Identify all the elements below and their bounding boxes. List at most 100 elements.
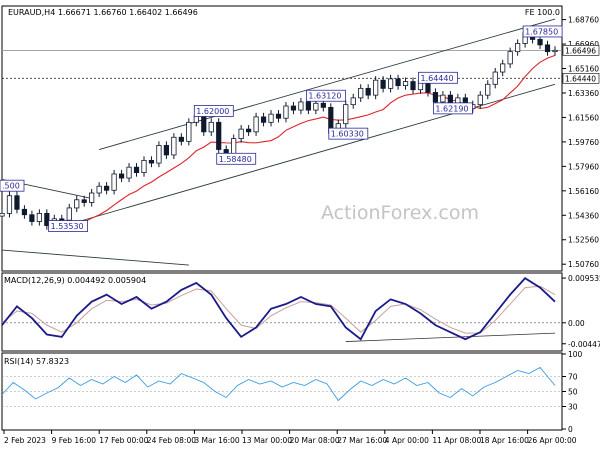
candle-body bbox=[208, 121, 214, 133]
channel-line bbox=[1, 249, 189, 266]
swing-label: 1.60330 bbox=[331, 130, 364, 139]
candle-body bbox=[395, 78, 401, 87]
candle-body bbox=[365, 87, 371, 96]
candle-body bbox=[350, 97, 356, 106]
price-y-tick-label: 1.65160 bbox=[568, 65, 599, 74]
candle-body bbox=[260, 116, 267, 123]
candle-body bbox=[343, 104, 349, 125]
candle-body bbox=[380, 79, 386, 89]
x-tick-label: 3 Mar 16:00 bbox=[194, 436, 240, 445]
candle-body bbox=[290, 105, 297, 111]
candle-body bbox=[163, 145, 170, 156]
swing-label: 1.62190 bbox=[435, 104, 468, 113]
rsi-panel: RSI(14) 57.8323 100 70 50 30 0 bbox=[1, 350, 583, 434]
candle-body bbox=[21, 208, 28, 216]
candle-body bbox=[29, 214, 35, 222]
swing-label-box bbox=[433, 102, 473, 115]
swing-label-box bbox=[305, 89, 346, 102]
price-marker-label: 1.64440 bbox=[565, 74, 596, 83]
x-tick-label: 18 Apr 16:00 bbox=[480, 436, 529, 445]
swing-label-box bbox=[216, 152, 257, 165]
swing-label-box bbox=[48, 220, 88, 232]
candle-body bbox=[373, 79, 379, 96]
candle-body bbox=[156, 145, 162, 164]
chart-title-ohlc: EURAUD,H4 1.66671 1.66760 1.66402 1.6649… bbox=[8, 8, 198, 17]
swing-labels: 1.67850 1.64440 1.62190 1.63120 1.60330 1.620… bbox=[0, 25, 563, 232]
price-y-tick-label: 1.68760 bbox=[568, 16, 599, 25]
candle-body bbox=[96, 185, 102, 194]
rsi-line bbox=[1, 366, 556, 402]
watermark: ActionForex.com bbox=[321, 202, 479, 224]
candle-body bbox=[201, 115, 207, 133]
candle-body bbox=[0, 212, 5, 217]
candle-body bbox=[66, 207, 72, 221]
macd-panel: MACD(12,26,9) 0.004492 0.005904 0.009535… bbox=[1, 272, 600, 352]
swing-label-box bbox=[193, 105, 234, 117]
macd-zero-line bbox=[2, 322, 562, 342]
candle-body bbox=[104, 185, 110, 191]
candle-body bbox=[59, 218, 65, 221]
candle-body bbox=[500, 63, 506, 73]
candle-body bbox=[485, 83, 491, 96]
macd-y-tick-label: 0.009535 bbox=[568, 274, 600, 283]
candle-body bbox=[36, 212, 42, 222]
candle-body bbox=[305, 101, 311, 111]
x-tick-label: 24 Feb 08:00 bbox=[147, 436, 196, 445]
macd-main-line bbox=[1, 277, 556, 341]
swing-label: 1.58480 bbox=[219, 155, 252, 164]
swing-label: 1.64440 bbox=[420, 74, 453, 83]
swing-label-box bbox=[0, 179, 25, 192]
swing-label: .500 bbox=[2, 182, 20, 191]
candle-body bbox=[477, 94, 483, 106]
price-y-tick-label: 1.63360 bbox=[568, 89, 599, 98]
candle-body bbox=[440, 94, 446, 103]
rsi-y-tick-label: 30 bbox=[568, 403, 578, 412]
macd-y-tick-label: 0.00 bbox=[568, 319, 585, 328]
rsi-y-axis: 100 70 50 30 0 bbox=[562, 350, 583, 434]
swing-label: 1.62000 bbox=[196, 107, 229, 116]
candle-body bbox=[283, 105, 289, 119]
candle-body bbox=[492, 71, 498, 85]
candle-body bbox=[515, 43, 521, 53]
price-panel-frame bbox=[1, 5, 563, 272]
price-y-axis: 1.68760 1.66960 1.65160 1.63360 1.61560 1.597… bbox=[562, 16, 599, 269]
x-tick-label: 13 Mar 00:00 bbox=[242, 436, 292, 445]
rsi-y-tick-label: 0 bbox=[568, 425, 573, 434]
candle-body bbox=[507, 51, 513, 65]
candle-body bbox=[358, 87, 364, 99]
x-tick-label: 26 Apr 00:00 bbox=[528, 436, 577, 445]
price-marker-box bbox=[562, 45, 600, 56]
candle-body bbox=[275, 113, 282, 119]
candle-body bbox=[6, 195, 13, 214]
price-marker-box bbox=[562, 72, 600, 84]
candle-body bbox=[141, 159, 147, 174]
x-tick-label: 9 Feb 16:00 bbox=[52, 436, 97, 445]
candle-body bbox=[320, 102, 326, 108]
candle-body bbox=[410, 81, 416, 91]
x-tick-label: 17 Feb 00:00 bbox=[99, 436, 148, 445]
x-tick-label: 2 Feb 2023 bbox=[4, 436, 46, 445]
x-tick-label: 11 Apr 08:00 bbox=[432, 436, 481, 445]
rsi-levels bbox=[2, 376, 562, 407]
channel-line bbox=[99, 18, 556, 150]
price-y-tick-label: 1.50760 bbox=[568, 260, 599, 269]
rsi-title: RSI(14) 57.8323 bbox=[4, 357, 69, 366]
candle-body bbox=[171, 136, 177, 156]
candle-body bbox=[544, 44, 551, 53]
candle-body bbox=[552, 49, 558, 53]
candle-body bbox=[238, 128, 244, 140]
x-tick-label: 20 Mar 08:00 bbox=[290, 436, 340, 445]
candle-body bbox=[14, 195, 20, 210]
price-y-tick-label: 1.54360 bbox=[568, 211, 599, 220]
candle-body bbox=[133, 166, 140, 174]
price-y-tick-label: 1.56160 bbox=[568, 187, 599, 196]
swing-label: 1.67850 bbox=[525, 27, 558, 36]
candle-body bbox=[537, 39, 543, 46]
swing-label: 1.63120 bbox=[308, 92, 341, 101]
candle-body bbox=[402, 81, 409, 87]
candle-body bbox=[298, 101, 304, 111]
candle-body bbox=[74, 199, 80, 209]
candle-body bbox=[313, 102, 319, 111]
